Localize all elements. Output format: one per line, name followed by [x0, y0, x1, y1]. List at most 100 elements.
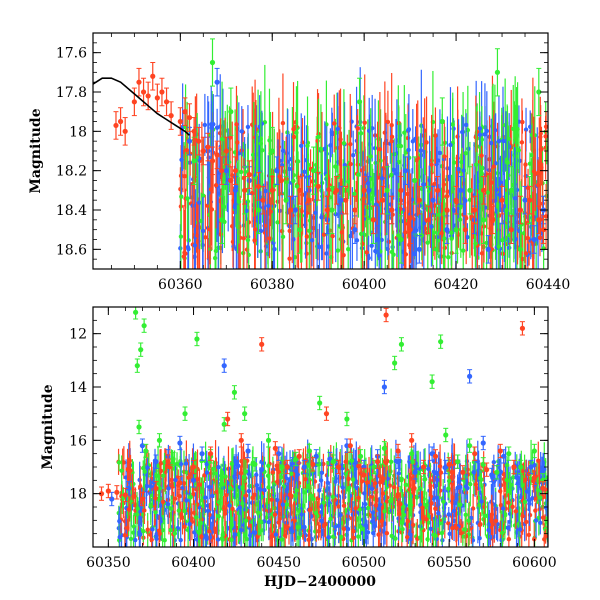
background-point: [348, 233, 353, 239]
background-point: [496, 244, 501, 249]
data-point: [154, 95, 160, 101]
data-point: [481, 217, 487, 223]
background-point: [236, 463, 241, 469]
x-tick-label: 60440: [526, 277, 571, 293]
background-point: [529, 153, 535, 158]
data-point: [343, 197, 349, 203]
background-point: [372, 481, 378, 486]
background-point: [473, 241, 478, 246]
background-point: [473, 482, 479, 487]
background-point: [212, 526, 217, 531]
data-point: [540, 227, 547, 233]
background-point: [181, 480, 187, 486]
background-point: [316, 134, 321, 140]
data-point: [205, 144, 211, 150]
data-point: [297, 187, 303, 193]
data-point: [490, 217, 496, 223]
background-point: [252, 492, 257, 497]
background-point: [541, 246, 546, 251]
background-point: [488, 226, 493, 231]
background-point: [325, 480, 331, 485]
data-point: [278, 177, 285, 184]
data-point: [508, 187, 514, 193]
background-point: [510, 182, 516, 188]
background-point: [454, 526, 459, 531]
background-point: [437, 464, 443, 469]
background-point: [338, 137, 343, 142]
background-point: [470, 506, 476, 511]
background-point: [431, 230, 437, 235]
data-point: [297, 227, 303, 233]
background-point: [172, 496, 178, 501]
background-point: [457, 217, 463, 222]
background-point: [396, 516, 401, 521]
background-point: [245, 124, 251, 130]
top-axes: 60360 60380 60400 60420 60440 17.6 17.8 18 18.2 1…: [56, 32, 571, 293]
data-point: [186, 138, 193, 144]
background-point: [272, 246, 277, 252]
background-point: [213, 248, 219, 254]
background-point: [350, 477, 356, 482]
background-point: [244, 208, 249, 214]
background-point: [187, 521, 192, 527]
background-point: [351, 153, 356, 158]
data-point: [375, 236, 381, 243]
background-point: [400, 526, 405, 532]
background-point: [205, 203, 210, 208]
background-point: [446, 512, 451, 517]
background-point: [434, 247, 439, 252]
background-point: [128, 536, 134, 542]
background-point: [414, 495, 420, 500]
background-point: [184, 148, 190, 153]
background-point: [274, 497, 280, 503]
background-point: [178, 234, 184, 239]
background-point: [366, 512, 372, 517]
data-point: [379, 197, 386, 203]
data-point: [191, 128, 197, 134]
background-point: [356, 495, 361, 501]
background-point: [396, 233, 401, 238]
background-point: [277, 516, 283, 522]
background-point: [383, 460, 389, 466]
background-point: [446, 521, 451, 526]
background-point: [539, 469, 545, 475]
background-point: [405, 535, 410, 540]
background-point: [398, 143, 404, 149]
background-point: [278, 474, 284, 480]
data-point: [494, 69, 501, 75]
background-point: [221, 176, 227, 182]
data-point: [228, 109, 234, 115]
background-point: [342, 162, 347, 168]
background-point: [241, 474, 247, 479]
background-point: [273, 532, 279, 537]
data-point: [283, 197, 289, 203]
data-point: [481, 187, 487, 193]
background-point: [335, 126, 340, 132]
data-point: [228, 177, 234, 184]
background-point: [505, 525, 511, 531]
data-point: [209, 158, 216, 164]
background-point: [294, 130, 299, 135]
background-point: [207, 484, 212, 490]
background-point: [477, 522, 483, 528]
background-point: [395, 494, 400, 499]
background-point: [348, 161, 353, 167]
background-point: [158, 461, 164, 466]
background-point: [326, 535, 331, 540]
background-point: [338, 534, 344, 540]
background-point: [280, 234, 286, 240]
background-point: [262, 487, 267, 493]
background-point: [426, 466, 431, 472]
data-point: [163, 99, 170, 105]
background-point: [351, 528, 356, 534]
background-point: [439, 231, 444, 236]
background-point: [531, 242, 536, 247]
background-point: [137, 477, 142, 483]
background-point: [339, 210, 345, 216]
background-point: [299, 143, 304, 149]
background-point: [484, 128, 490, 134]
model-curve: [93, 77, 191, 136]
background-point: [245, 237, 251, 243]
background-point: [516, 148, 522, 153]
